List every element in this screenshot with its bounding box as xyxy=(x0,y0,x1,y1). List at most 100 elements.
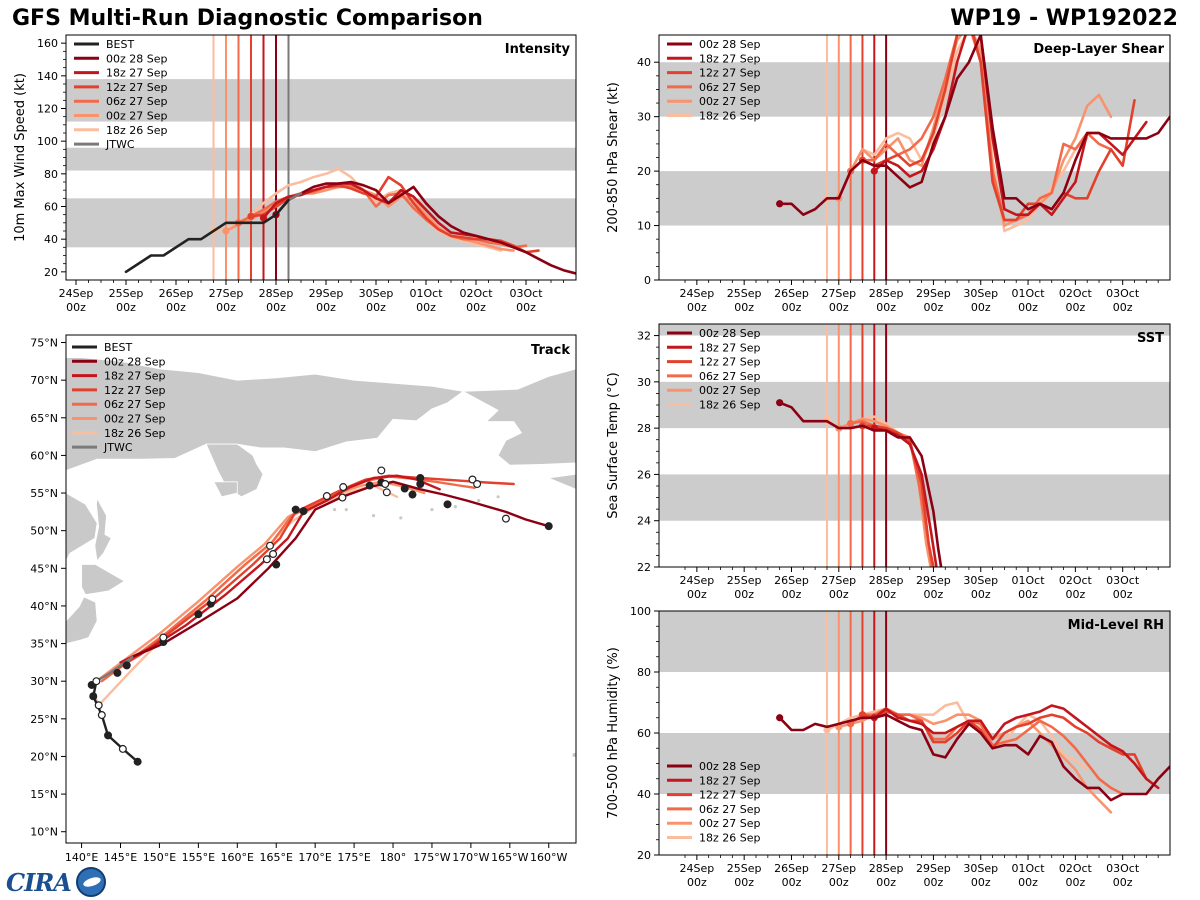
lon-tick-label: 165°E xyxy=(260,851,293,864)
axes-frame xyxy=(65,334,577,844)
x-tick-hour: 00z xyxy=(876,301,896,314)
track-line-00z-28-sep xyxy=(130,480,550,659)
x-tick-date: 25Sep xyxy=(727,862,762,875)
track-point-filled xyxy=(443,500,452,509)
x-tick-date: 24Sep xyxy=(59,287,94,300)
track-point-filled xyxy=(291,505,300,514)
legend-label-18z-26-sep: 18z 26 Sep xyxy=(699,399,761,412)
lon-tick-label: 175°E xyxy=(337,851,370,864)
legend-label-12z-27-sep: 12z 27 Sep xyxy=(104,384,166,397)
x-tick-date: 01Oct xyxy=(1012,574,1046,587)
track-point-open xyxy=(381,480,390,489)
y-axis-label: 200-850 hPa Shear (kt) xyxy=(606,82,621,233)
x-tick-hour: 00z xyxy=(687,301,707,314)
range-band xyxy=(659,474,1170,521)
lon-tick-label: 170°W xyxy=(452,851,489,864)
legend-label-18z-27-sep: 18z 27 Sep xyxy=(699,341,761,354)
legend-label-12z-27-sep: 12z 27 Sep xyxy=(106,81,168,94)
track-point-filled xyxy=(89,692,98,701)
legend-label-18z-26-sep: 18z 26 Sep xyxy=(699,110,761,123)
y-tick-label: 20 xyxy=(637,849,651,862)
legend-label-12z-27-sep: 12z 27 Sep xyxy=(699,67,761,80)
y-tick-label: 60 xyxy=(637,727,651,740)
storm-id-title: WP19 - WP192022 xyxy=(950,6,1178,31)
init-point-00z-28-sep xyxy=(776,714,784,722)
track-point-open xyxy=(322,492,331,501)
land-polygon xyxy=(66,492,98,561)
x-tick-date: 24Sep xyxy=(679,287,714,300)
series-line-18z-26-sep xyxy=(825,701,1089,771)
x-tick-date: 02Oct xyxy=(1059,862,1093,875)
range-band xyxy=(66,79,576,122)
map-area xyxy=(66,357,576,766)
lat-tick-label: 25°N xyxy=(30,713,58,726)
x-tick-hour: 00z xyxy=(734,588,754,601)
track-line-12z-27-sep xyxy=(107,474,515,675)
x-tick-date: 30Sep xyxy=(963,574,998,587)
x-tick-date: 29Sep xyxy=(309,287,344,300)
x-tick-hour: 00z xyxy=(166,301,186,314)
track-point-filled xyxy=(122,661,131,670)
y-tick-label: 40 xyxy=(44,233,58,246)
legend-label-06z-27-sep: 06z 27 Sep xyxy=(699,803,761,816)
legend-label-jtwc: JTWC xyxy=(105,138,135,151)
x-tick-hour: 00z xyxy=(66,301,86,314)
y-tick-label: 26 xyxy=(637,468,651,481)
x-tick-date: 01Oct xyxy=(1012,287,1046,300)
x-tick-date: 26Sep xyxy=(774,574,809,587)
y-tick-label: 20 xyxy=(44,266,58,279)
series-group xyxy=(776,399,943,567)
legend-label-06z-27-sep: 06z 27 Sep xyxy=(699,81,761,94)
legend-label-00z-27-sep: 00z 27 Sep xyxy=(699,817,761,830)
legend-label-18z-27-sep: 18z 27 Sep xyxy=(106,67,168,80)
island-marker xyxy=(333,508,337,512)
track-point-filled xyxy=(400,484,409,493)
legend-label-18z-26-sep: 18z 26 Sep xyxy=(106,124,168,137)
x-tick-hour: 00z xyxy=(924,301,944,314)
series-line-00z-28-sep xyxy=(778,35,1170,216)
land-polygon xyxy=(66,596,98,645)
init-point-06z-27-sep xyxy=(847,419,855,428)
track-point-filled xyxy=(408,490,417,499)
x-tick-hour: 00z xyxy=(1065,876,1085,889)
land-polygon xyxy=(547,473,576,490)
lon-tick-label: 175°W xyxy=(413,851,450,864)
x-tick-hour: 00z xyxy=(416,301,436,314)
track-point-filled xyxy=(113,668,122,677)
land-polygon xyxy=(461,368,576,466)
x-tick-date: 27Sep xyxy=(209,287,244,300)
x-tick-hour: 00z xyxy=(1065,588,1085,601)
x-tick-hour: 00z xyxy=(734,301,754,314)
x-tick-hour: 00z xyxy=(829,301,849,314)
track-point-open xyxy=(338,493,347,502)
track-point-open xyxy=(118,744,127,753)
y-axis-label: Sea Surface Temp (°C) xyxy=(606,372,621,519)
legend-label-06z-27-sep: 06z 27 Sep xyxy=(104,398,166,411)
lon-tick-label: 165°W xyxy=(491,851,528,864)
legend-label-12z-27-sep: 12z 27 Sep xyxy=(699,356,761,369)
y-tick-label: 40 xyxy=(637,56,651,69)
panel-title: Deep-Layer Shear xyxy=(1033,42,1164,57)
x-tick-date: 29Sep xyxy=(916,287,951,300)
y-axis-label: 700-500 hPa Humidity (%) xyxy=(606,647,621,819)
x-tick-hour: 00z xyxy=(971,588,991,601)
lat-tick-label: 50°N xyxy=(30,525,58,538)
series-line-00z-28-sep xyxy=(778,401,943,567)
x-tick-date: 03Oct xyxy=(1106,287,1140,300)
legend-label-00z-28-sep: 00z 28 Sep xyxy=(699,38,761,51)
axes-frame xyxy=(658,323,1171,568)
y-tick-label: 120 xyxy=(37,103,58,116)
lat-tick-label: 35°N xyxy=(30,638,58,651)
legend-label-00z-28-sep: 00z 28 Sep xyxy=(106,52,168,65)
y-tick-label: 80 xyxy=(44,168,58,181)
legend-label-18z-27-sep: 18z 27 Sep xyxy=(699,774,761,787)
lat-tick-label: 70°N xyxy=(30,374,58,387)
track-point-filled xyxy=(104,731,113,740)
legend-label-best: BEST xyxy=(106,38,134,51)
legend-label-06z-27-sep: 06z 27 Sep xyxy=(699,370,761,383)
lat-tick-label: 15°N xyxy=(30,788,58,801)
